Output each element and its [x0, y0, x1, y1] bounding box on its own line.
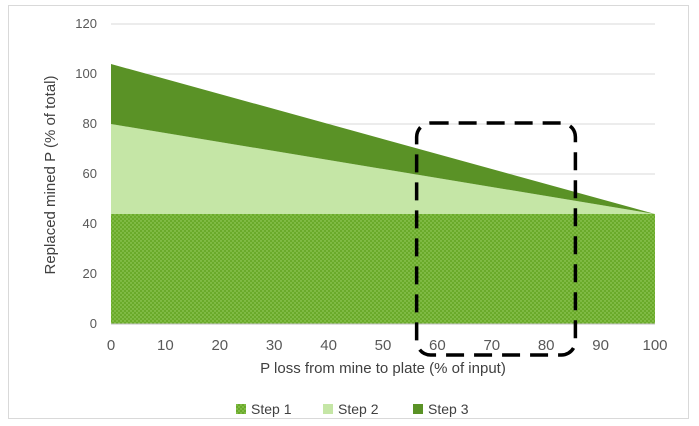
- y-tick-label: 100: [75, 66, 97, 81]
- x-tick-label: 80: [538, 337, 555, 354]
- area-step-3: [111, 64, 655, 214]
- x-axis-ticks: 0 10 20 30 40 50 60 70 80 90 100: [107, 337, 668, 354]
- legend-swatch: [413, 404, 423, 414]
- y-tick-label: 0: [90, 316, 97, 331]
- x-axis-title: P loss from mine to plate (% of input): [260, 360, 506, 377]
- y-tick-label: 20: [83, 266, 97, 281]
- area-step-1: [111, 214, 655, 324]
- x-tick-label: 0: [107, 337, 115, 354]
- legend-swatch: [323, 404, 333, 414]
- legend-swatch: [236, 404, 246, 414]
- legend-label: Step 2: [338, 401, 379, 417]
- dashed-highlight-rectangle: [414, 121, 578, 357]
- x-tick-label: 100: [642, 337, 667, 354]
- x-tick-label: 50: [375, 337, 392, 354]
- x-tick-label: 30: [266, 337, 283, 354]
- y-tick-label: 60: [83, 166, 97, 181]
- x-tick-label: 20: [211, 337, 228, 354]
- legend-label: Step 3: [428, 401, 469, 417]
- y-axis-title: Replaced mined P (% of total): [42, 76, 59, 275]
- y-axis-ticks: 0 20 40 60 80 100 120: [75, 16, 97, 331]
- x-tick-label: 70: [483, 337, 500, 354]
- y-tick-label: 40: [83, 216, 97, 231]
- x-tick-label: 10: [157, 337, 174, 354]
- highlight-box: [414, 121, 578, 357]
- y-tick-label: 80: [83, 116, 97, 131]
- x-tick-label: 90: [592, 337, 609, 354]
- legend-label: Step 1: [251, 401, 292, 417]
- y-tick-label: 120: [75, 16, 97, 31]
- legend: Step 1 Step 2 Step 3: [236, 401, 469, 417]
- x-tick-label: 40: [320, 337, 337, 354]
- series-areas: [111, 64, 655, 325]
- x-tick-label: 60: [429, 337, 446, 354]
